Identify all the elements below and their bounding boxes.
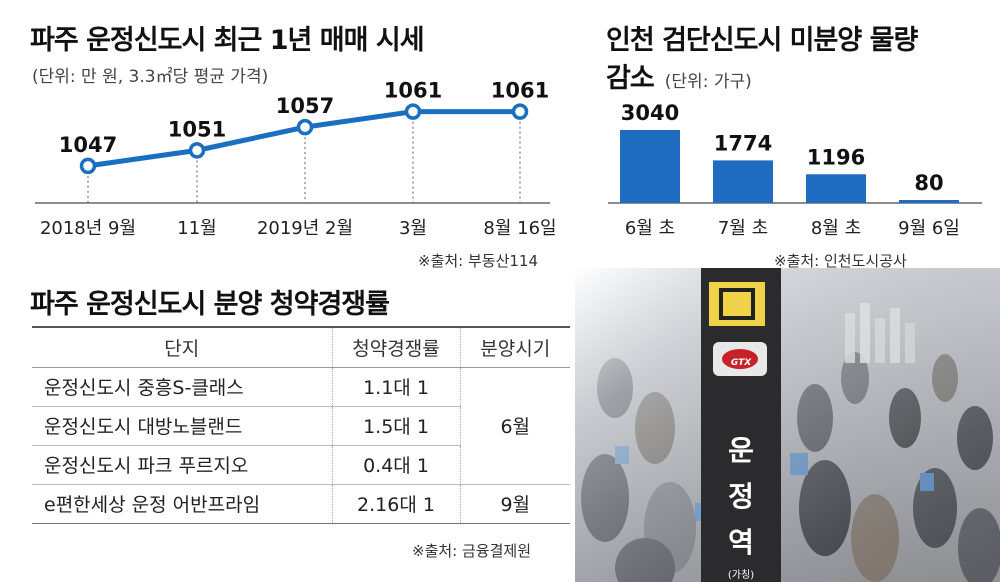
table-header-row: 단지 청약경쟁률 분양시기 — [32, 326, 570, 368]
sale-period: 6월 — [459, 367, 570, 485]
bar-data-label: 1196 — [807, 145, 865, 169]
competition-rate: 0.4대 1 — [331, 445, 460, 485]
bar-chart-title-line2-row: 감소 (단위: 가구) — [606, 56, 752, 95]
line-tick-label: 3월 — [399, 218, 427, 239]
bar-chart-title-line2: 감소 — [606, 63, 655, 94]
line-chart-source: ※출처: 부동산114 — [418, 252, 539, 270]
header-complex: 단지 — [32, 326, 332, 368]
bar-tick-label: 7월 초 — [718, 218, 768, 239]
header-rate: 청약경쟁률 — [331, 326, 460, 368]
table-title: 파주 운정신도시 분양 청약경쟁률 — [30, 289, 390, 320]
station-name-sign: 운 정 역 — [728, 434, 754, 559]
subscription-table: 단지 청약경쟁률 분양시기 운정신도시 중흥S-클래스 1.1대 1 6월 운정… — [32, 326, 570, 524]
line-chart-title: 파주 운정신도시 최근 1년 매매 시세 — [30, 25, 425, 56]
bar — [620, 130, 680, 203]
station-model-house-photo: GTX 운 정 역 (가칭) — [575, 268, 1000, 582]
line-data-label: 1061 — [384, 79, 442, 103]
competition-rate: 2.16대 1 — [331, 484, 460, 524]
line-point — [511, 103, 529, 120]
line-point — [404, 103, 422, 120]
line-tick-label: 2018년 9월 — [40, 218, 136, 239]
table-source: ※출처: 금융결제원 — [412, 542, 531, 560]
bar-tick-label: 9월 6일 — [898, 218, 960, 239]
table-row: 운정신도시 중흥S-클래스 1.1대 1 6월 — [32, 367, 570, 485]
bar-chart-source: ※출처: 인천도시공사 — [774, 252, 907, 270]
bar-chart-unit: (단위: 가구) — [664, 72, 752, 92]
bar-data-label: 1774 — [714, 131, 772, 155]
line-point — [188, 142, 206, 159]
competition-rate: 1.1대 1 — [331, 367, 460, 407]
gtx-logo: GTX — [730, 358, 752, 368]
line-tick-label: 11월 — [177, 218, 216, 239]
bar-chart-title: 인천 검단신도시 미분양 물량 — [606, 25, 918, 56]
bar-data-label: 80 — [914, 171, 943, 195]
line-data-label: 1047 — [59, 133, 117, 157]
table-row: e편한세상 운정 어반프라임 2.16대 1 9월 — [32, 484, 570, 524]
bar-chart: 3040 1774 1196 80 6월 초 7월 초 8월 초 9월 6일 — [608, 101, 982, 239]
complex-name: 운정신도시 파크 푸르지오 — [32, 445, 332, 485]
bar — [806, 174, 866, 203]
table-row: 운정신도시 대방노블랜드 1.5대 1 — [32, 406, 570, 446]
bar-tick-label: 8월 초 — [811, 218, 861, 239]
line-data-label: 1051 — [168, 117, 226, 141]
bar-data-label: 3040 — [621, 101, 679, 125]
line-tick-label: 8월 16일 — [483, 218, 556, 239]
line-tick-label: 2019년 2월 — [257, 218, 353, 239]
line-point — [296, 118, 314, 136]
bar — [713, 160, 773, 203]
line-chart-unit: (단위: 만 원, 3.3㎡당 평균 가격) — [32, 67, 269, 87]
complex-name: e편한세상 운정 어반프라임 — [32, 484, 332, 524]
complex-name: 운정신도시 중흥S-클래스 — [32, 367, 332, 407]
sale-period: 9월 — [459, 484, 570, 524]
line-point — [79, 157, 97, 175]
line-data-label: 1061 — [491, 79, 549, 103]
line-chart: 1047 1051 1057 1061 1061 2018년 9월 11월 2019년 2월… — [35, 79, 557, 239]
bar — [899, 200, 959, 203]
table-row: 운정신도시 파크 푸르지오 0.4대 1 — [32, 445, 570, 485]
bar-tick-label: 6월 초 — [625, 218, 675, 239]
competition-rate: 1.5대 1 — [331, 406, 460, 446]
complex-name: 운정신도시 대방노블랜드 — [32, 406, 332, 446]
line-data-label: 1057 — [276, 94, 334, 118]
station-name-sub: (가칭) — [727, 570, 755, 581]
header-period: 분양시기 — [459, 326, 570, 368]
